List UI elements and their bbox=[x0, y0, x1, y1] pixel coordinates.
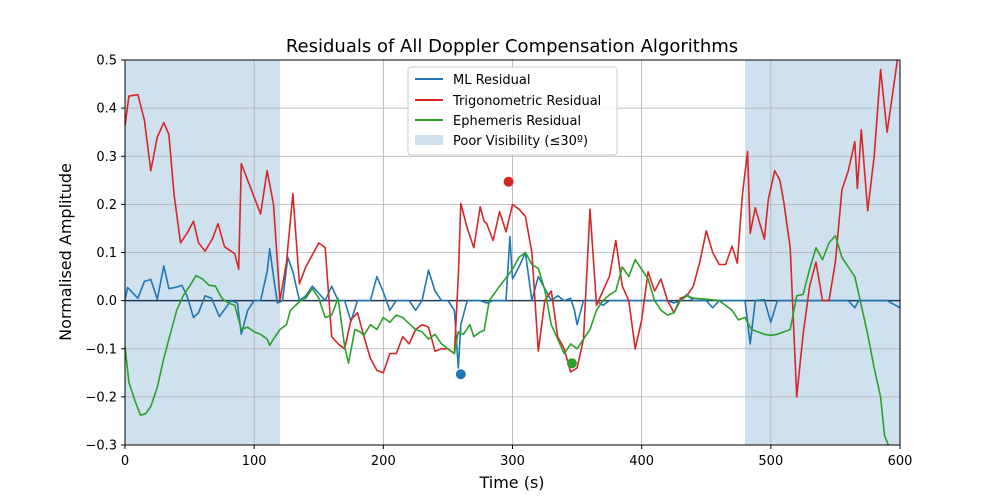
trigonometric-residual-line bbox=[125, 60, 899, 398]
ml-residual-line bbox=[125, 235, 900, 369]
ml-residual-marker bbox=[455, 369, 466, 380]
legend-swatch-visibility bbox=[415, 135, 443, 145]
y-tick-label: −0.1 bbox=[85, 342, 117, 357]
x-tick-label: 400 bbox=[629, 454, 654, 469]
trigonometric-residual-marker bbox=[503, 176, 514, 187]
legend-label-eph: Ephemeris Residual bbox=[453, 114, 581, 129]
legend-label-ml: ML Residual bbox=[453, 73, 531, 88]
legend-label-trig: Trigonometric Residual bbox=[452, 94, 601, 109]
y-tick-label: −0.3 bbox=[85, 439, 117, 454]
legend-box bbox=[407, 66, 618, 156]
y-tick-label: 0.3 bbox=[96, 150, 117, 165]
x-tick-label: 300 bbox=[500, 454, 525, 469]
y-axis-ticks: −0.3 −0.2 −0.1 0.0 0.1 0.2 0.3 0.4 0.5 bbox=[85, 54, 125, 454]
y-tick-label: 0.0 bbox=[96, 294, 117, 309]
legend-label-visibility: Poor Visibility (≤30º) bbox=[453, 134, 588, 149]
ephemeris-residual-marker bbox=[566, 358, 577, 369]
y-tick-label: 0.4 bbox=[96, 102, 117, 117]
ephemeris-residual-line bbox=[125, 234, 890, 445]
x-tick-label: 0 bbox=[121, 454, 129, 469]
x-tick-label: 600 bbox=[888, 454, 913, 469]
x-axis-ticks: 0 100 200 300 400 500 600 bbox=[121, 445, 913, 469]
y-tick-label: 0.5 bbox=[96, 54, 117, 69]
y-tick-label: 0.2 bbox=[96, 198, 117, 213]
x-axis-label: Time (s) bbox=[478, 473, 544, 492]
x-tick-label: 100 bbox=[242, 454, 267, 469]
x-tick-label: 500 bbox=[758, 454, 783, 469]
y-axis-label: Normalised Amplitude bbox=[56, 163, 75, 341]
x-tick-label: 200 bbox=[371, 454, 396, 469]
markers-group bbox=[455, 176, 577, 380]
y-tick-label: 0.1 bbox=[96, 246, 117, 261]
y-tick-label: −0.2 bbox=[85, 390, 117, 405]
legend: ML Residual Trigonometric Residual Ephem… bbox=[407, 66, 618, 156]
series-group bbox=[125, 60, 900, 445]
chart-title: Residuals of All Doppler Compensation Al… bbox=[286, 36, 738, 57]
